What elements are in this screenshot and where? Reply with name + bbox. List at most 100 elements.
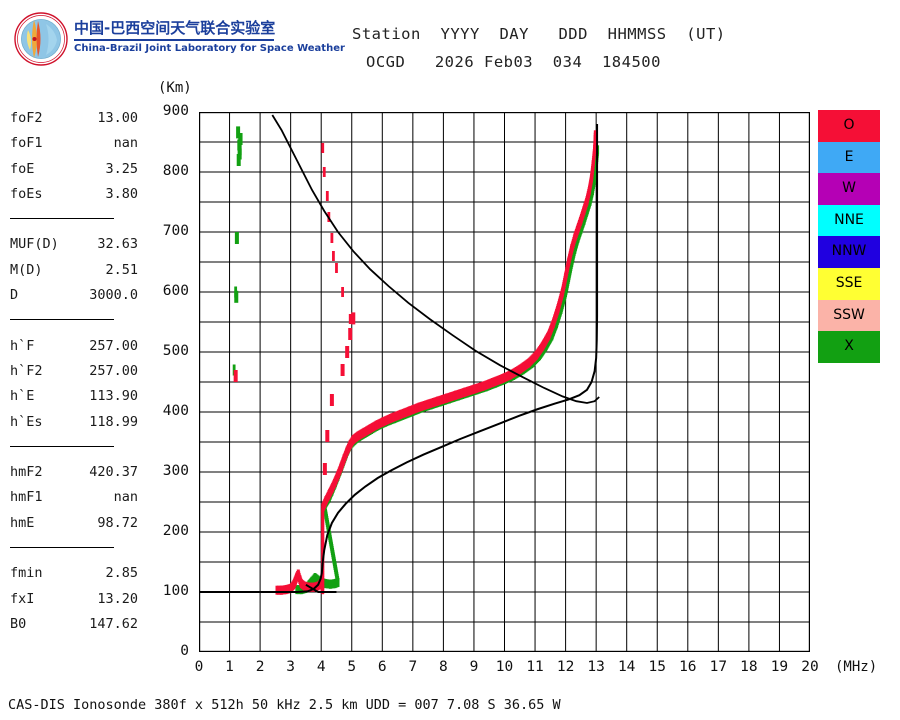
legend-item-o[interactable]: O: [818, 110, 880, 142]
echo-pixel: [277, 585, 280, 595]
echo-pixel: [322, 167, 326, 177]
echo-pixel: [335, 263, 338, 273]
echo-pixel: [283, 585, 286, 595]
param-value: nan: [113, 135, 138, 152]
lab-logo-block: 中国-巴西空间天气联合实验室 China-Brazil Joint Labora…: [8, 8, 345, 70]
param-divider-rule: [10, 547, 114, 549]
legend-item-sse[interactable]: SSE: [818, 267, 880, 300]
param-value: 420.37: [89, 464, 138, 481]
param-name: fmin: [10, 565, 43, 582]
param-name: foEs: [10, 185, 43, 202]
echo-pixel: [348, 314, 352, 324]
param-value: 147.62: [89, 615, 138, 632]
param-row: M(D) 2.51: [8, 258, 140, 283]
true-height-profile-e-branch: [305, 583, 337, 593]
noise-pixel: [234, 232, 239, 244]
param-value: 32.63: [97, 236, 138, 253]
echo-pixel: [332, 579, 335, 589]
x-tick-label: 11: [526, 659, 544, 675]
echo-pixel: [324, 579, 328, 589]
lab-title-en: China-Brazil Joint Laboratory for Space …: [74, 43, 345, 54]
param-row: h`F2 257.00: [8, 359, 140, 384]
legend-item-e[interactable]: E: [818, 141, 880, 174]
legend-item-nne[interactable]: NNE: [818, 204, 880, 237]
param-name: D: [10, 287, 19, 304]
param-divider-rule: [10, 445, 114, 447]
echo-pixel: [325, 191, 329, 201]
param-row: MUF(D) 32.63: [8, 232, 140, 257]
ionogram-plot[interactable]: [199, 112, 810, 652]
echo-pixel: [295, 585, 299, 595]
param-value: 257.00: [89, 362, 138, 379]
legend-item-w[interactable]: W: [818, 173, 880, 205]
noise-pixel: [351, 312, 356, 325]
x-tick-label: 3: [286, 659, 295, 675]
noise-pixel: [236, 154, 241, 166]
station-header: Station YYYY DAY DDD HHMMSS (UT) OCGD 20…: [352, 20, 726, 76]
y-tick-label: 500: [162, 343, 189, 359]
echo-trace-o: [275, 130, 597, 595]
noise-pixel: [329, 394, 334, 406]
param-value: 113.90: [89, 388, 138, 405]
globe-logo-icon: [14, 12, 68, 66]
param-row: fxI 13.20: [8, 587, 140, 612]
echo-pixel: [330, 579, 334, 589]
echo-pixel: [325, 579, 329, 589]
echo-pixel: [312, 582, 315, 592]
echo-pixel: [330, 233, 334, 243]
param-value: 13.00: [97, 110, 138, 126]
legend-item-nnw[interactable]: NNW: [818, 236, 880, 268]
param-name: h`F2: [10, 362, 43, 379]
lab-title-cn: 中国-巴西空间天气联合实验室: [74, 19, 276, 37]
instrument-footer: CAS-DIS Ionosonde 380f x 512h 50 kHz 2.5…: [8, 697, 561, 713]
echo-pixel: [321, 143, 325, 153]
logo-divider: [74, 39, 274, 41]
param-name: foE: [10, 160, 35, 177]
y-tick-label: 0: [180, 643, 189, 659]
echo-pixel: [298, 585, 302, 595]
param-name: foF1: [10, 135, 43, 152]
param-divider-rule: [10, 218, 114, 220]
param-row: foEs 3.80: [8, 182, 140, 207]
echo-pixel: [281, 585, 285, 595]
param-value: 98.72: [97, 514, 138, 531]
param-row: h`E 113.90: [8, 384, 140, 409]
param-value: 2.51: [105, 261, 138, 278]
legend-item-ssw[interactable]: SSW: [818, 299, 880, 332]
param-divider: [8, 207, 140, 232]
x-tick-label: 12: [556, 659, 575, 675]
echo-pixel: [304, 581, 308, 591]
param-row: h`F 257.00: [8, 334, 140, 359]
x-tick-label: 16: [679, 659, 697, 675]
x-tick-label: 20: [801, 659, 819, 675]
noise-pixel: [322, 463, 327, 475]
y-axis-unit-label: (Km): [158, 80, 192, 96]
x-tick-label: 18: [740, 659, 758, 675]
param-name: hmF2: [10, 464, 43, 481]
x-tick-label: 9: [469, 659, 479, 675]
echo-pixel: [280, 585, 283, 595]
x-tick-label: 2: [255, 659, 265, 675]
param-name: hmE: [10, 514, 35, 531]
x-axis-unit-label: (MHz): [835, 659, 878, 675]
legend-item-x[interactable]: X: [818, 331, 880, 363]
echo-pixel: [275, 585, 279, 595]
noise-pixel: [348, 328, 353, 340]
station-header-labels: Station YYYY DAY DDD HHMMSS (UT): [352, 25, 726, 43]
param-row: foE 3.25: [8, 157, 140, 182]
y-tick-label: 300: [162, 463, 189, 479]
x-tick-label: 5: [347, 659, 357, 675]
echo-pixel: [332, 251, 335, 261]
param-name: B0: [10, 615, 27, 632]
noise-pixel: [238, 133, 243, 145]
scatter-noise: [233, 126, 356, 475]
x-tick-label: 15: [648, 659, 666, 675]
station-header-values: OCGD 2026 Feb03 034 184500: [366, 53, 661, 71]
true-height-profile: [276, 124, 599, 593]
param-row: foF1 nan: [8, 131, 140, 156]
noise-pixel: [325, 430, 330, 442]
param-name: foF2: [10, 110, 43, 126]
muf-curve: [271, 114, 600, 404]
param-value: 3.80: [105, 185, 138, 202]
